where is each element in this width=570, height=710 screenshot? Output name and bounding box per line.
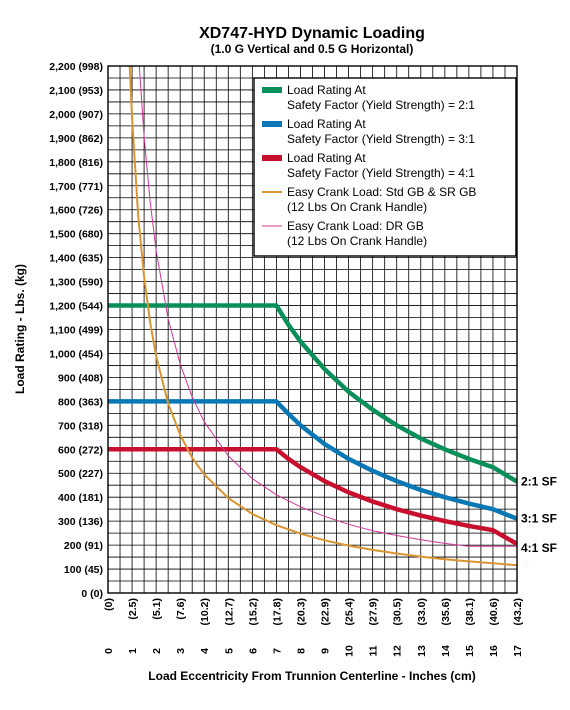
y-tick-label: 1,100 (499) (49, 325, 103, 337)
x-tick-label-in: 16 (488, 645, 500, 657)
x-tick-label-in: 8 (295, 648, 307, 654)
x-tick-label-cm: (38.1) (464, 598, 476, 625)
y-tick-label: 400 (181) (58, 492, 103, 504)
end-label-3: 4:1 SF (521, 541, 557, 555)
x-tick-label-cm: (15.2) (247, 598, 259, 625)
legend-label-3: Load Rating At (287, 151, 366, 165)
legend-label-2: Load Rating At (287, 117, 366, 131)
y-axis-tick-labels: 0 (0) 100 (45) 200 (91) 300 (136) 400 (181) 5… (49, 61, 103, 600)
x-tick-label-cm: (33.0) (416, 598, 428, 625)
x-tick-label-cm: (12.7) (223, 598, 235, 625)
y-tick-label: 300 (136) (58, 516, 103, 528)
x-tick-label-cm: (25.4) (344, 598, 356, 625)
x-tick-label-cm: (0) (103, 598, 115, 611)
x-tick-label-cm: (17.8) (271, 598, 283, 625)
legend-label-3: Safety Factor (Yield Strength) = 4:1 (287, 166, 475, 180)
series-line-2 (108, 399, 517, 521)
y-tick-label: 0 (0) (81, 588, 103, 600)
series-line-1 (108, 303, 517, 484)
y-tick-label: 1,400 (635) (49, 253, 103, 265)
y-axis-label: Load Rating - Lbs. (kg) (13, 264, 27, 394)
y-tick-label: 2,200 (998) (49, 61, 103, 73)
x-tick-label-in: 6 (247, 648, 259, 654)
x-tick-label-cm: (10.2) (199, 598, 211, 625)
x-tick-label-in: 7 (271, 648, 283, 654)
legend-label-5: (12 Lbs On Crank Handle) (287, 234, 427, 248)
legend-box (253, 77, 517, 257)
x-tick-label-cm: (40.6) (488, 598, 500, 625)
x-tick-label-in: 4 (199, 648, 211, 654)
y-tick-label: 2,000 (907) (49, 109, 103, 121)
legend-label-1: Load Rating At (287, 83, 366, 97)
legend-label-1: Safety Factor (Yield Strength) = 2:1 (287, 98, 475, 112)
series-line-4 (128, 66, 517, 567)
chart-subtitle: (1.0 G Vertical and 0.5 G Horizontal) (211, 42, 414, 56)
end-label-1: 2:1 SF (521, 475, 557, 489)
y-tick-label: 1,600 (726) (49, 205, 103, 217)
x-tick-label-cm: (22.9) (320, 598, 332, 625)
x-tick-label-in: 2 (151, 648, 163, 654)
x-tick-label-cm: (43.2) (512, 598, 524, 625)
end-label-2: 3:1 SF (521, 512, 557, 526)
x-tick-label-in: 15 (464, 645, 476, 657)
legend-label-4: (12 Lbs On Crank Handle) (287, 200, 427, 214)
series-line-5 (138, 66, 517, 547)
y-tick-label: 500 (227) (58, 468, 103, 480)
y-tick-label: 1,900 (862) (49, 133, 103, 145)
x-tick-label-cm: (2.5) (127, 598, 139, 620)
x-tick-label-cm: (20.3) (295, 598, 307, 625)
x-tick-label-in: 17 (512, 645, 524, 657)
x-tick-label-in: 10 (344, 645, 356, 657)
plot-frame (107, 65, 518, 594)
series-line-3 (108, 447, 517, 546)
x-tick-label-in: 14 (440, 645, 452, 657)
x-tick-label-cm: (7.6) (175, 598, 187, 620)
y-tick-label: 1,700 (771) (49, 181, 103, 193)
y-tick-label: 1,800 (816) (49, 157, 103, 169)
x-tick-label-in: 12 (392, 645, 404, 657)
y-tick-label: 600 (272) (58, 444, 103, 456)
series-layer (108, 66, 517, 567)
x-tick-label-cm: (35.6) (440, 598, 452, 625)
x-tick-label-cm: (5.1) (151, 598, 163, 620)
x-tick-label-cm: (30.5) (392, 598, 404, 625)
x-axis-tick-labels: (0) 0 (2.5) 1 (5.1) 2 (7.6) 3 (10.2) 4 (12.7) 5 (15.… (103, 598, 524, 657)
x-axis-label: Load Eccentricity From Trunnion Centerli… (148, 669, 475, 683)
y-tick-label: 1,300 (590) (49, 277, 103, 289)
y-tick-label: 1,000 (454) (49, 348, 103, 360)
y-tick-label: 700 (318) (58, 420, 103, 432)
legend-label-4: Easy Crank Load: Std GB & SR GB (287, 185, 476, 199)
x-tick-label-in: 3 (175, 648, 187, 654)
x-tick-label-in: 5 (223, 648, 235, 654)
x-tick-label-in: 0 (103, 648, 115, 654)
x-tick-label-cm: (27.9) (368, 598, 380, 625)
x-tick-label-in: 1 (127, 648, 139, 654)
series-end-labels: 2:1 SF 3:1 SF 4:1 SF (521, 475, 557, 555)
y-tick-label: 1,500 (680) (49, 229, 103, 241)
y-tick-label: 2,100 (953) (49, 85, 103, 97)
x-tick-label-in: 11 (368, 645, 380, 656)
y-tick-label: 1,200 (544) (49, 301, 103, 313)
y-tick-label: 200 (91) (64, 540, 103, 552)
x-tick-label-in: 13 (416, 645, 428, 657)
y-tick-label: 900 (408) (58, 372, 103, 384)
y-tick-label: 100 (45) (64, 564, 103, 576)
x-tick-label-in: 9 (320, 648, 332, 654)
y-tick-label: 800 (363) (58, 396, 103, 408)
chart-title: XD747-HYD Dynamic Loading (199, 25, 425, 42)
legend-label-5: Easy Crank Load: DR GB (287, 219, 424, 233)
legend-label-2: Safety Factor (Yield Strength) = 3:1 (287, 132, 475, 146)
